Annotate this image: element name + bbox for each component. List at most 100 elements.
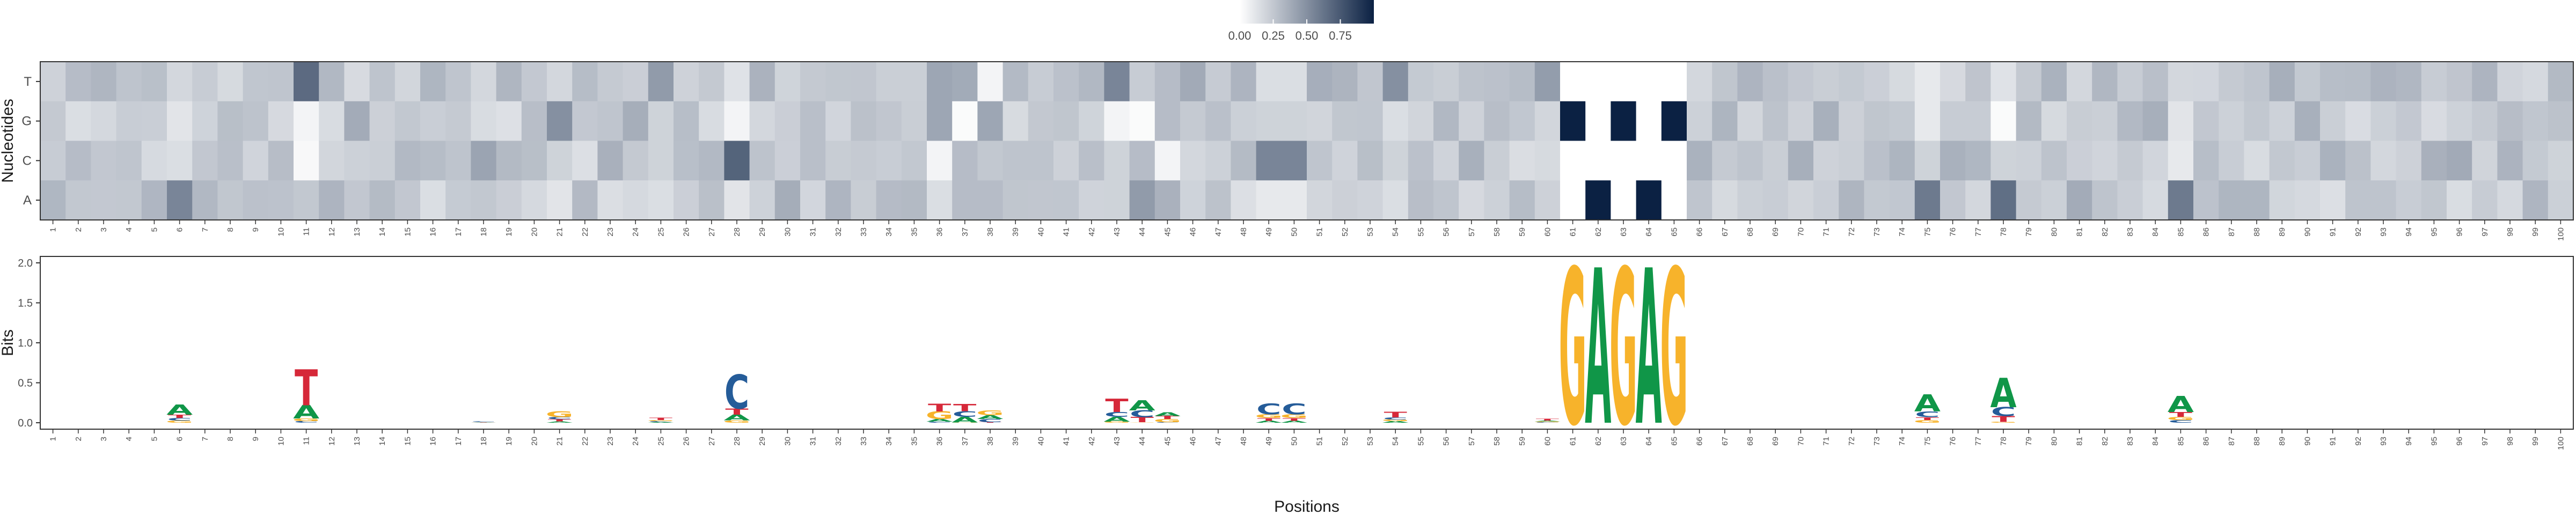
heatmap-cell [1408, 101, 1434, 142]
heatmap-cell [2472, 180, 2498, 220]
heatmap-cell [1864, 62, 1890, 102]
heatmap-cell [1484, 141, 1510, 181]
logo-letter: C [1383, 417, 1408, 421]
logo-letter: A [1990, 371, 2016, 417]
heatmap-x-tick-label: 30 [783, 227, 792, 237]
heatmap-cell [2142, 62, 2169, 102]
heatmap-cell [1914, 141, 1941, 181]
heatmap-border [40, 61, 2574, 220]
heatmap-cell [496, 101, 522, 142]
heatmap-cell [2522, 101, 2549, 142]
heatmap-row-label: C [23, 153, 32, 168]
heatmap-cell [1712, 180, 1738, 220]
heatmap-cell [724, 180, 750, 220]
heatmap-cell [1889, 180, 1915, 220]
logo-y-tick-label: 1.0 [18, 337, 33, 349]
heatmap-cell [217, 101, 244, 142]
heatmap-x-tick-label: 72 [1847, 227, 1856, 237]
heatmap-cell [2016, 141, 2042, 181]
logo-x-tick-label: 84 [2151, 437, 2160, 446]
heatmap-cell [1940, 101, 1966, 142]
heatmap-cell [2092, 180, 2118, 220]
heatmap-cell [141, 101, 167, 142]
logo-letter: G [951, 422, 979, 423]
logo-x-tick-label: 46 [1189, 437, 1198, 446]
heatmap-cell [2193, 101, 2219, 142]
heatmap-x-tick-label: 33 [859, 227, 868, 237]
heatmap-cell [1205, 141, 1231, 181]
heatmap-cell [1839, 141, 1864, 181]
heatmap-cell [2168, 62, 2194, 102]
logo-x-tick-label: 18 [479, 437, 488, 446]
heatmap-x-tick-label: 35 [910, 227, 919, 237]
heatmap-cell [623, 141, 649, 181]
heatmap-cell [40, 62, 66, 102]
heatmap-cell [851, 101, 877, 142]
heatmap-cell [1256, 180, 1282, 220]
heatmap-cell [1813, 101, 1839, 142]
logo-x-tick-label: 52 [1341, 437, 1350, 446]
logo-x-tick-label: 8 [226, 437, 235, 441]
logo-letter: T [1536, 418, 1560, 421]
heatmap-cell [1990, 141, 2017, 181]
logo-letter: A [293, 402, 320, 423]
heatmap-cell [1205, 101, 1231, 142]
heatmap-cell [2548, 62, 2574, 102]
logo-letter: C [1155, 422, 1180, 423]
logo-x-tick-label: 21 [555, 437, 565, 446]
logo-x-tick-label: 82 [2101, 437, 2110, 446]
heatmap-cell [1990, 101, 2017, 142]
heatmap-cell [521, 141, 547, 181]
heatmap-cell [1813, 141, 1839, 181]
heatmap-cell [167, 101, 193, 142]
heatmap-cell [2345, 62, 2371, 102]
heatmap-cell [268, 141, 294, 181]
heatmap-cell [1180, 62, 1206, 102]
heatmap-cell [1180, 180, 1206, 220]
heatmap-cell [2219, 141, 2244, 181]
heatmap-x-tick-label: 69 [1771, 227, 1780, 237]
logo-x-tick-label: 47 [1214, 437, 1223, 446]
logo-x-tick-label: 54 [1391, 437, 1400, 446]
heatmap-cell [1636, 101, 1662, 142]
heatmap-cell [851, 180, 877, 220]
heatmap-cell [648, 101, 674, 142]
heatmap-x-tick-label: 82 [2101, 227, 2110, 237]
heatmap-row-label: A [23, 193, 32, 208]
heatmap-x-tick-label: 91 [2329, 227, 2338, 237]
heatmap-cell [394, 141, 421, 181]
heatmap-cell [1104, 141, 1130, 181]
heatmap-cell [1813, 180, 1839, 220]
heatmap-x-tick-label: 8 [226, 227, 235, 232]
heatmap-cell [1636, 180, 1662, 220]
heatmap-cell [800, 141, 826, 181]
logo-x-tick-label: 17 [454, 437, 463, 446]
heatmap-cell [394, 62, 421, 102]
logo-letter: C [547, 416, 572, 420]
heatmap-cell [1585, 141, 1611, 181]
logo-x-tick-label: 73 [1872, 437, 1882, 446]
heatmap-cell [825, 62, 851, 102]
heatmap-cell [192, 141, 218, 181]
heatmap-cell [699, 101, 724, 142]
logo-x-tick-label: 27 [707, 437, 716, 446]
heatmap-cell [471, 62, 497, 102]
heatmap-cell [2041, 62, 2067, 102]
heatmap-cell [40, 180, 66, 220]
logo-letter: C [1104, 410, 1130, 418]
heatmap-cell [1408, 141, 1434, 181]
heatmap-cell [1687, 62, 1713, 102]
heatmap-cell [597, 180, 624, 220]
logo-x-tick-label: 95 [2429, 437, 2439, 446]
logo-letter: G [1381, 419, 1409, 422]
heatmap-x-tick-label: 67 [1721, 227, 1730, 237]
heatmap-cell [344, 101, 370, 142]
heatmap-cell [1028, 141, 1054, 181]
heatmap-cell [344, 141, 370, 181]
heatmap-cell [1509, 62, 1535, 102]
heatmap-x-tick-label: 54 [1391, 227, 1400, 237]
logo-x-tick-label: 90 [2303, 437, 2312, 446]
heatmap-row-label: T [24, 75, 32, 89]
heatmap-cell [394, 180, 421, 220]
heatmap-cell [1534, 101, 1561, 142]
